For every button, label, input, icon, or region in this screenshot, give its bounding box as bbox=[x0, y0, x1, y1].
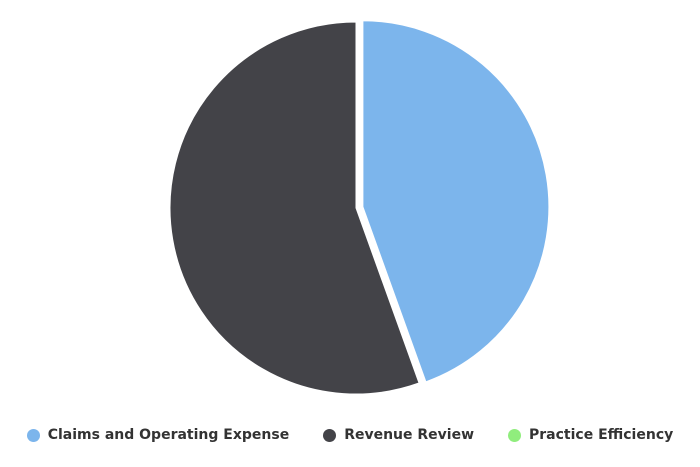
legend-marker-icon bbox=[323, 428, 337, 442]
pie-plot-area bbox=[169, 20, 550, 395]
chart-legend: Claims and Operating Expense Revenue Revi… bbox=[0, 423, 700, 447]
legend-item-claims-and-operating-expense[interactable]: Claims and Operating Expense bbox=[26, 427, 290, 443]
pie-slice-revenue-review[interactable] bbox=[169, 21, 420, 395]
legend-label: Practice Efficiency bbox=[529, 427, 674, 443]
legend-item-revenue-review[interactable]: Revenue Review bbox=[323, 427, 474, 443]
legend-marker-icon bbox=[26, 428, 40, 442]
legend-label: Claims and Operating Expense bbox=[47, 427, 290, 443]
legend-item-practice-efficiency[interactable]: Practice Efficiency bbox=[508, 427, 673, 443]
legend-label: Revenue Review bbox=[344, 427, 475, 443]
pie-slice-claims-and-operating-expense[interactable] bbox=[362, 20, 550, 383]
legend-marker-icon bbox=[508, 428, 522, 442]
